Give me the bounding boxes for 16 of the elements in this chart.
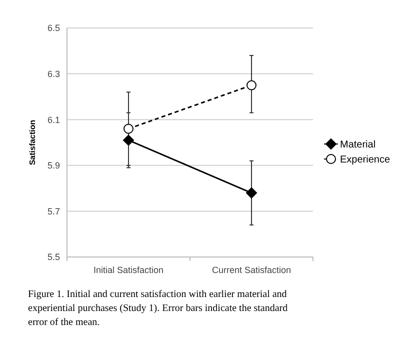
legend-label: Experience xyxy=(340,154,390,166)
caption: Figure 1. Initial and current satisfaction with earlier material and experiential purchases (Study 1). Error bars indicate the standard error of the mean. xyxy=(28,289,288,328)
x-tick-label: Initial Satisfaction xyxy=(93,265,164,275)
point xyxy=(246,187,257,198)
y-tick-label: 5.5 xyxy=(47,252,60,262)
y-axis-title: Satisfaction xyxy=(28,120,37,166)
legend-label: Material xyxy=(340,140,376,150)
y-tick-label: 6.1 xyxy=(47,114,60,125)
x-tick-label: Current Satisfaction xyxy=(212,265,292,275)
point xyxy=(246,80,256,90)
y-tick-label: 5.9 xyxy=(47,160,60,171)
point xyxy=(123,134,134,146)
y-tick-label: 5.7 xyxy=(47,206,60,216)
point xyxy=(124,124,134,134)
y-tick-label: 6.3 xyxy=(47,68,60,79)
y-tick-label: 6.5 xyxy=(47,23,60,34)
